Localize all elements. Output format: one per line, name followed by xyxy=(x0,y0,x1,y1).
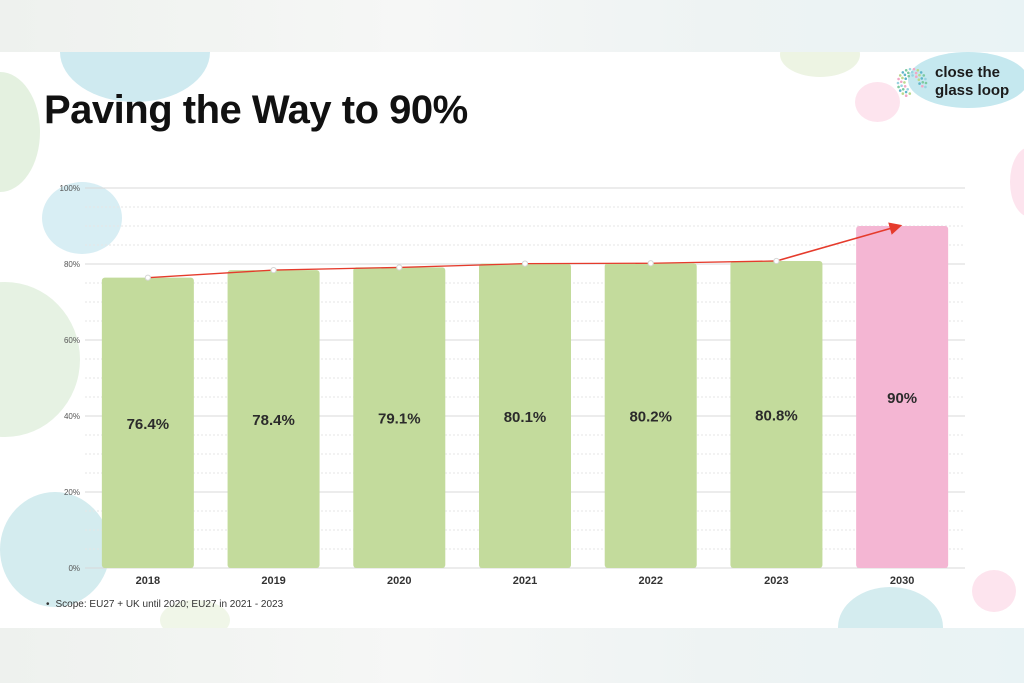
logo-dot xyxy=(896,81,900,85)
background-blur-bottom xyxy=(0,628,1024,683)
logo: close the glass loop xyxy=(893,62,1018,112)
bar-2030 xyxy=(856,226,949,568)
trend-line xyxy=(147,260,777,279)
logo-dot xyxy=(907,74,911,78)
decorative-circle xyxy=(972,570,1016,612)
slide-title: Paving the Way to 90% xyxy=(44,88,468,132)
y-tick-label: 80% xyxy=(64,260,80,269)
background-blur-top xyxy=(0,0,1024,52)
logo-dot xyxy=(899,80,903,84)
x-tick-label: 2022 xyxy=(638,575,662,587)
logo-dot xyxy=(898,74,902,77)
trend-marker xyxy=(773,257,780,265)
data-label-2020: 79.1% xyxy=(378,411,421,428)
logo-dot xyxy=(904,68,908,72)
logo-dot xyxy=(924,85,927,89)
footnote-bullet: • xyxy=(46,599,50,610)
logo-dot xyxy=(910,70,914,74)
logo-dot xyxy=(904,94,908,98)
logo-dot xyxy=(922,74,926,77)
data-label-2018: 76.4% xyxy=(127,416,170,433)
logo-dot xyxy=(912,67,916,71)
data-label-2021: 80.1% xyxy=(504,409,547,426)
logo-dot xyxy=(900,84,903,88)
data-label-2030: 90% xyxy=(887,390,917,407)
bar-2023 xyxy=(730,260,823,568)
logo-dot xyxy=(907,71,910,75)
logo-dot xyxy=(918,73,921,77)
data-label-2022: 80.2% xyxy=(629,409,672,426)
decorative-circle xyxy=(0,492,110,607)
x-tick-label: 2020 xyxy=(387,575,411,587)
trend-marker xyxy=(521,260,529,267)
logo-dot xyxy=(924,77,927,81)
bar-2022 xyxy=(604,263,697,568)
logo-dot xyxy=(908,67,912,71)
logo-text: close the glass loop xyxy=(935,64,1010,99)
trend-marker xyxy=(396,264,403,271)
logo-dot xyxy=(904,77,908,81)
bar-2020 xyxy=(353,267,446,568)
decorative-circle xyxy=(908,52,1024,108)
logo-dot xyxy=(918,82,921,85)
logo-dot xyxy=(901,71,905,74)
x-tick-label: 2019 xyxy=(261,575,285,587)
logo-dot xyxy=(919,71,923,74)
trend-arrow xyxy=(776,222,903,262)
logo-dot xyxy=(898,89,902,92)
logo-dot xyxy=(917,78,921,82)
logo-dot xyxy=(903,73,907,77)
footnote-text: Scope: EU27 + UK until 2020; EU27 in 202… xyxy=(55,599,284,610)
slide: Paving the Way to 90% close the glass lo… xyxy=(0,52,1024,628)
trend-marker xyxy=(144,274,151,281)
bar-2018 xyxy=(101,277,194,568)
bar-2019 xyxy=(227,270,320,568)
x-tick-label: 2023 xyxy=(764,575,788,587)
x-tick-label: 2030 xyxy=(890,575,914,587)
logo-dot xyxy=(921,84,924,88)
logo-dot xyxy=(903,81,906,84)
y-tick-label: 60% xyxy=(64,336,80,345)
logo-dot xyxy=(901,88,905,91)
logo-dot xyxy=(901,92,905,95)
logo-dot xyxy=(924,81,928,85)
footnote: • Scope: EU27 + UK until 2020; EU27 in 20… xyxy=(46,599,283,610)
decorative-circle xyxy=(160,600,230,628)
y-tick-label: 20% xyxy=(64,488,80,497)
decorative-circle xyxy=(42,182,122,254)
logo-dot xyxy=(897,77,900,81)
logo-dot xyxy=(908,92,912,95)
logo-dot xyxy=(904,90,908,94)
logo-dot xyxy=(897,85,900,89)
logo-dot xyxy=(914,75,918,79)
logo-dot xyxy=(906,87,910,91)
bar-chart: 0% 20% 40% 60% 80% 100% 76.4% 2018 78.4% 2019 79.1… xyxy=(60,184,965,587)
logo-dotted-ring-icon xyxy=(896,67,928,98)
bar-2021 xyxy=(479,263,571,568)
logo-dot xyxy=(903,84,907,88)
x-tick-label: 2018 xyxy=(136,575,160,587)
y-tick-label: 100% xyxy=(60,184,80,193)
logo-dot xyxy=(901,76,904,80)
data-label-2023: 80.8% xyxy=(755,407,798,424)
trend-marker xyxy=(647,260,654,267)
logo-dot xyxy=(920,77,924,80)
y-tick-label: 40% xyxy=(64,412,80,421)
y-tick-label: 0% xyxy=(68,564,80,573)
logo-dot xyxy=(914,71,918,75)
x-tick-label: 2021 xyxy=(513,575,537,587)
data-label-2019: 78.4% xyxy=(252,412,295,429)
logo-dot xyxy=(916,68,920,72)
logo-dot xyxy=(911,74,914,77)
decorative-circle xyxy=(1010,147,1024,217)
logo-dot xyxy=(921,80,925,84)
trend-marker xyxy=(270,266,277,274)
decorative-circle xyxy=(855,82,900,122)
